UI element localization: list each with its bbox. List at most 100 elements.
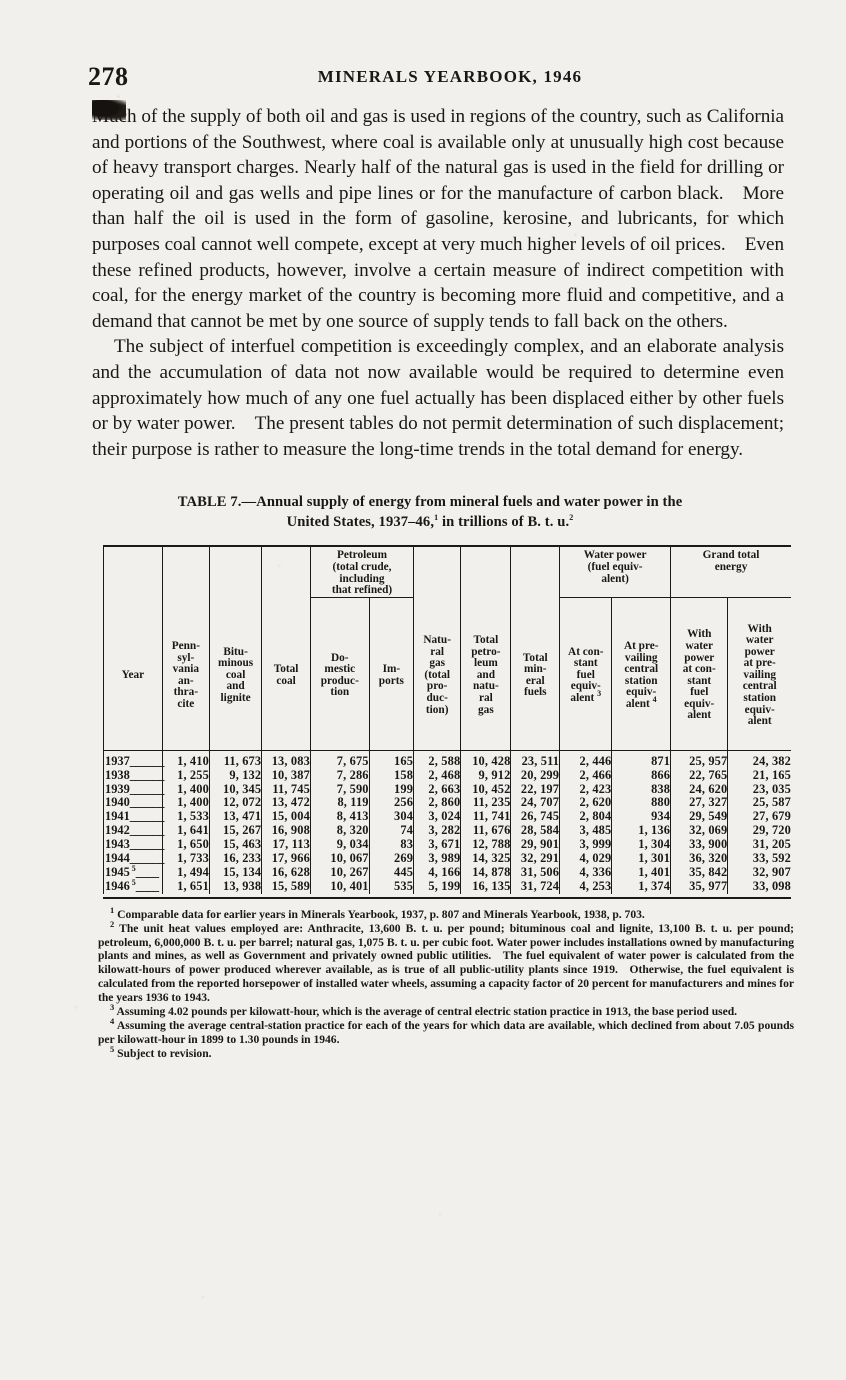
group-header-petroleum: Petroleum (total crude, including that r… [309,546,414,598]
cell-total_petro_gas: 14, 878 [460,865,511,880]
table-body: 1937______ 1, 410 11, 673 13, 083 7, 675 165 2… [103,750,791,894]
col-header-total-mineral-fuels: Total min-eral fuels [510,601,560,751]
col-header-year: Year [103,601,163,751]
group-header-row: Petroleum (total crude, including that r… [103,546,791,602]
cell-wp_constant: 2, 466 [559,768,612,783]
cell-gt_prevailing: 23, 035 [727,782,791,797]
cell-total_coal: 15, 004 [261,809,311,825]
cell-gt_prevailing: 33, 098 [727,879,791,894]
cell-natural_gas: 2, 468 [413,768,461,783]
cell-gt_prevailing: 33, 592 [727,851,791,866]
cell-wp_prevailing: 1, 301 [611,851,671,866]
cell-penn_anthracite: 1, 733 [161,851,210,866]
cell-penn_anthracite: 1, 400 [161,796,210,811]
cell-total_petro_gas: 11, 676 [460,823,511,839]
leader-dots: ______ [129,837,165,852]
cell-gt_constant: 27, 327 [670,796,728,811]
water-power-line1: Water power [583,549,647,562]
cell-total_coal: 11, 745 [261,782,311,797]
cell-year: 1937______ [103,750,164,769]
cell-total_petro_gas: 16, 135 [460,879,511,894]
cell-domestic_prod: 10, 067 [309,851,370,866]
row-footnote-mark: 5 [129,877,136,887]
footnote-text: Comparable data for earlier years in Min… [114,907,645,921]
cell-total_petro_gas: 14, 325 [460,851,511,866]
leader-dots: ______ [129,795,165,810]
cell-year: 1941______ [103,809,164,825]
divider-wp-constant [559,597,612,602]
cell-gt_constant: 36, 320 [670,851,728,866]
year-label: 1940 [105,795,130,810]
cell-total_mineral: 32, 291 [510,851,560,866]
table-row: 1940______ 1, 400 12, 072 13, 472 8, 119 256 2… [103,795,791,811]
cell-imports: 304 [368,809,414,825]
spacer-natural-gas [413,546,461,602]
table-caption-line2b: in trillions of B. t. u. [438,514,570,531]
cell-domestic_prod: 7, 675 [309,750,370,769]
col-header-wp-constant-fuel-equivalent: At con-stant fuel equiv-alent 3 [559,601,612,751]
cell-wp_prevailing: 838 [611,782,671,797]
cell-total_mineral: 26, 745 [510,809,560,825]
cell-penn_anthracite: 1, 494 [161,865,210,880]
col-header-domestic-production: Do-mestic produc-tion [309,601,370,751]
cell-imports: 445 [368,865,414,880]
cell-total_petro_gas: 11, 741 [460,809,511,825]
cell-wp_constant: 3, 999 [559,837,612,853]
footnote-text: The unit heat values employed are: Anthr… [98,921,794,1005]
cell-total_mineral: 29, 901 [510,837,560,853]
cell-bituminous: 15, 267 [208,823,262,839]
cell-penn_anthracite: 1, 641 [161,823,210,839]
cell-natural_gas: 3, 282 [413,823,461,839]
cell-wp_prevailing: 1, 304 [611,837,671,853]
paragraph: The subject of interfuel competition is … [92,336,784,460]
cell-total_mineral: 22, 197 [510,782,560,797]
cell-year: 1938______ [103,767,164,783]
cell-natural_gas: 5, 199 [413,879,461,894]
cell-bituminous: 15, 463 [208,837,262,853]
table-row: 1941______ 1, 533 13, 471 15, 004 8, 413 304 3… [103,809,791,825]
table-row: 1946 5____ 1, 651 13, 938 15, 589 10, 401 535… [103,877,791,894]
cell-bituminous: 15, 134 [208,865,262,880]
divider-wp-prevailing [611,597,671,602]
cell-bituminous: 9, 132 [208,768,262,783]
cell-year: 1945 5____ [103,864,163,880]
cell-total_petro_gas: 11, 235 [460,796,511,811]
leader-dots: ______ [129,781,165,796]
cell-imports: 535 [368,879,414,894]
cell-year: 1944______ [103,851,165,866]
table-bottom-rule [103,896,791,899]
cell-penn_anthracite: 1, 651 [161,879,210,894]
caption-footnote-mark-1: 1 [434,513,439,523]
footnote: 3 Assuming 4.02 pounds per kilowatt-hour… [98,1003,794,1019]
leader-dots: ______ [129,851,165,866]
water-power-line2: (fuel equiv- [587,560,643,573]
col-header-gt-constant-fuel-equivalent: With water power at con-stant fuel equiv-alen… [670,601,728,751]
cell-wp_constant: 4, 029 [559,851,612,866]
spacer-total-petro-gas [460,546,511,602]
spacer-bituminous [208,546,262,602]
cell-total_coal: 10, 387 [261,768,311,783]
cell-total_coal: 17, 113 [261,837,311,853]
col-header-imports: Im-ports [368,601,414,751]
year-label: 1938 [105,767,130,782]
cell-bituminous: 13, 471 [208,809,262,825]
cell-total_petro_gas: 10, 428 [460,750,511,769]
cell-gt_prevailing: 31, 205 [727,837,791,853]
footnote-mark: 5 [110,1043,115,1054]
group-header-water-power: Water power (fuel equiv- alent) [559,546,671,598]
cell-gt_prevailing: 25, 587 [727,796,791,811]
footnote-text: Assuming the average central-station pra… [98,1019,794,1046]
cell-penn_anthracite: 1, 400 [161,782,210,797]
cell-total_coal: 17, 966 [261,851,311,866]
cell-total_coal: 13, 472 [261,796,311,811]
column-header-row: Year Penn-syl-vania an-thra-cite Bitu-min… [103,601,791,751]
cell-total_mineral: 20, 299 [510,768,560,783]
subgroup-divider-row [104,597,791,602]
cell-wp_constant: 3, 485 [559,823,612,839]
cell-natural_gas: 3, 989 [413,851,461,866]
leader-dots: ____ [135,864,159,879]
paragraph: Much of the supply of both oil and gas i… [92,106,784,332]
cell-penn_anthracite: 1, 533 [161,809,210,825]
cell-year: 1943______ [103,837,165,853]
